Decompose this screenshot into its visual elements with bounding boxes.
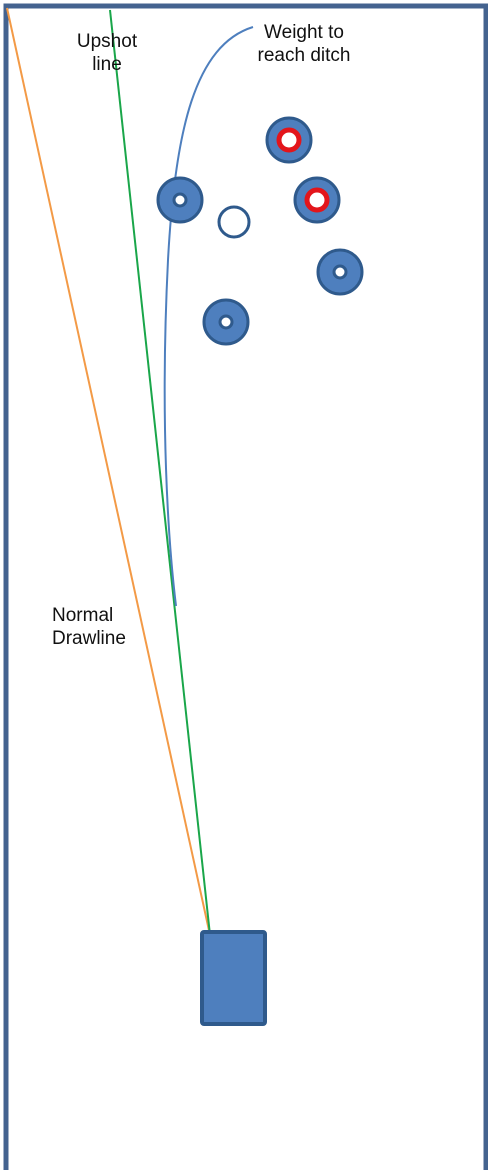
normal-drawline-label: Normal Drawline xyxy=(52,604,126,650)
weight-label-line2: reach ditch xyxy=(257,45,351,66)
upshot-line xyxy=(109,9,211,936)
jack xyxy=(217,205,251,239)
mat xyxy=(200,930,267,1026)
upshot-line-label-line1: Upshot xyxy=(76,31,138,52)
upshot-line-label: Upshot line xyxy=(72,30,142,76)
bowl-left xyxy=(156,176,204,224)
rink-border xyxy=(3,3,488,1170)
bowl-lower-left xyxy=(202,298,250,346)
weight-label-line1: Weight to xyxy=(264,22,344,43)
weight-to-reach-ditch-label: Weight to reach ditch xyxy=(244,21,364,67)
drawline-label-line2: Drawline xyxy=(52,628,126,649)
upshot-line-label-line2: line xyxy=(92,54,122,75)
bowl-right xyxy=(316,248,364,296)
bowl-top-red xyxy=(265,116,313,164)
weight-curve xyxy=(163,26,254,607)
normal-drawline xyxy=(6,7,211,936)
bowl-middle-red xyxy=(293,176,341,224)
drawline-label-line1: Normal xyxy=(52,605,114,626)
